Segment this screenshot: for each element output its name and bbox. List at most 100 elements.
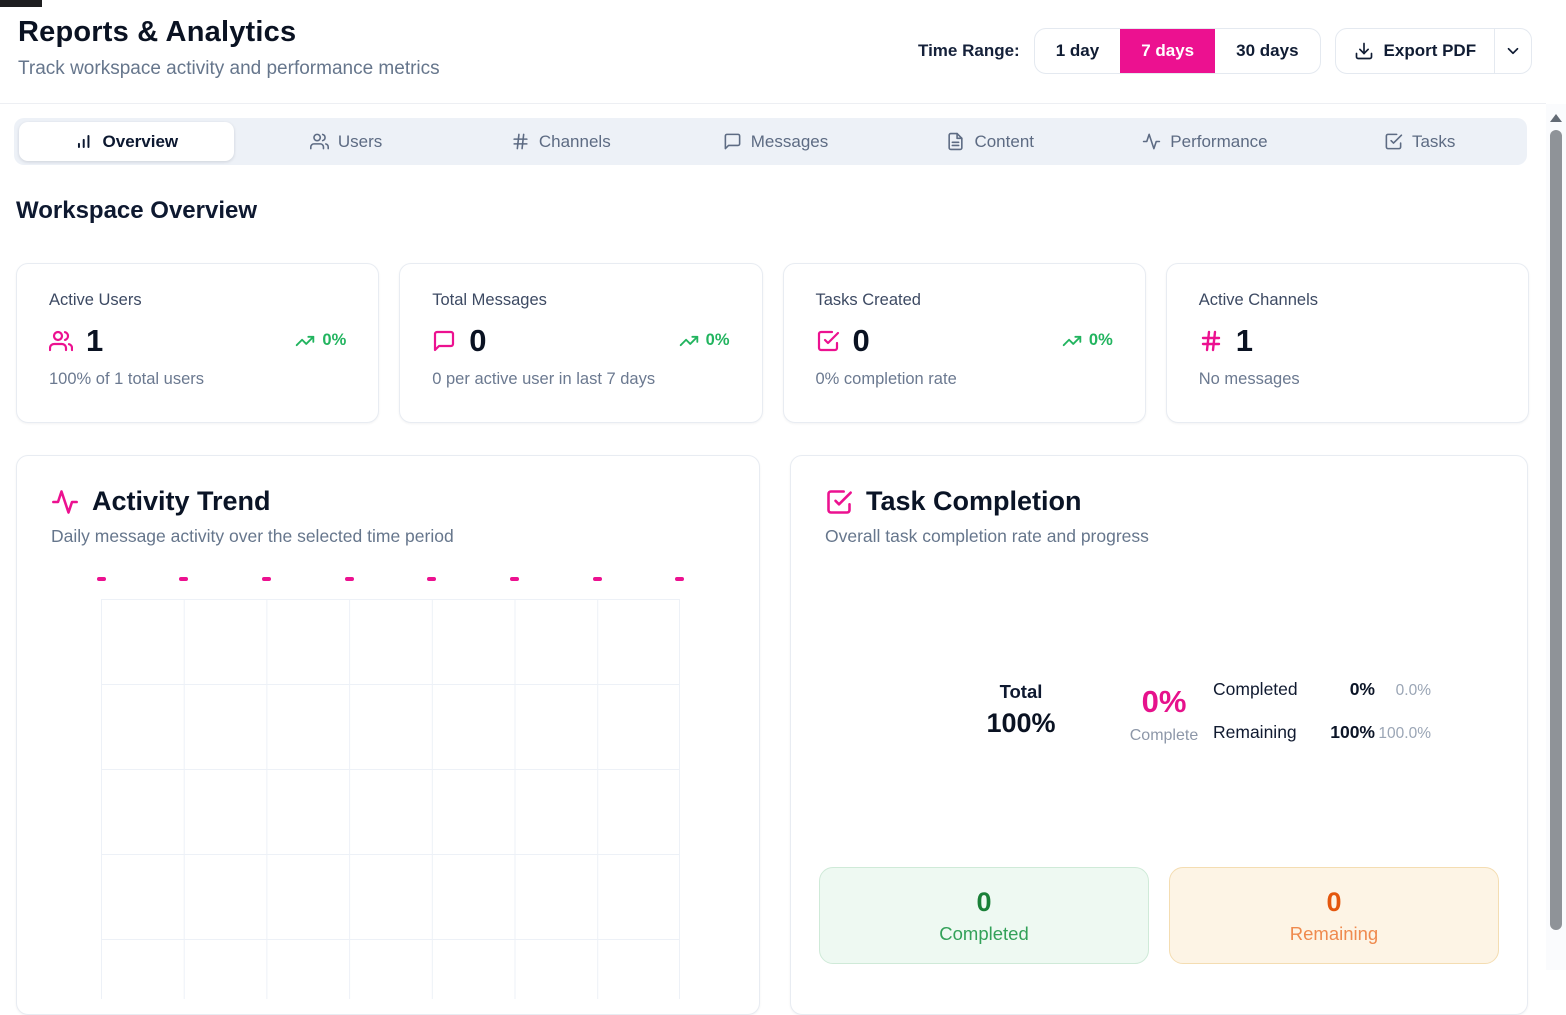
page-title: Reports & Analytics	[18, 16, 297, 48]
tab-label: Overview	[102, 131, 179, 151]
remaining-card: 0 Remaining	[1169, 867, 1499, 964]
legend-percent: 0.0%	[1395, 682, 1431, 699]
task-completion-panel: Task Completion Overall task completion …	[790, 455, 1528, 1015]
panel-title: Task Completion	[866, 486, 1082, 516]
panel-subtitle: Daily message activity over the selected…	[51, 526, 454, 546]
completed-card: 0 Completed	[819, 867, 1149, 964]
time-range-30days-button[interactable]: 30 days	[1215, 29, 1319, 73]
chart-gridlines	[101, 599, 680, 999]
users-icon	[309, 132, 329, 151]
users-icon	[49, 329, 73, 353]
tab-messages[interactable]: Messages	[668, 118, 883, 165]
tab-label: Performance	[1170, 131, 1268, 151]
activity-line-chart	[96, 577, 685, 999]
stat-subtitle: 0% completion rate	[815, 370, 957, 388]
export-pdf-button[interactable]: Export PDF	[1336, 29, 1495, 73]
completion-percent-value: 0%	[1141, 684, 1187, 719]
trending-up-icon	[1062, 331, 1082, 351]
page-subtitle: Track workspace activity and performance…	[18, 58, 440, 79]
panel-subtitle: Overall task completion rate and progres…	[825, 526, 1149, 546]
stat-label: Active Users	[49, 291, 142, 309]
tab-tasks[interactable]: Tasks	[1312, 118, 1527, 165]
export-dropdown-button[interactable]	[1495, 29, 1531, 73]
remaining-label: Remaining	[1289, 922, 1379, 944]
trending-up-icon	[679, 331, 699, 351]
panel-title: Activity Trend	[92, 486, 271, 516]
activity-data-point	[179, 577, 189, 581]
stat-subtitle: 100% of 1 total users	[49, 370, 205, 388]
activity-trend-panel: Activity Trend Daily message activity ov…	[16, 455, 760, 1015]
activity-data-point	[96, 577, 106, 581]
stat-trend-value: 0%	[705, 331, 730, 349]
check-square-icon	[816, 329, 840, 353]
stat-card-total-messages: Total Messages 0 0% 0 per active user in…	[399, 263, 763, 423]
stat-trend: 0%	[679, 331, 730, 351]
stat-subtitle: 0 per active user in last 7 days	[432, 370, 656, 388]
legend-row-completed: Completed 0% 0.0%	[1213, 679, 1431, 700]
stat-card-tasks-created: Tasks Created 0 0% 0% completion rate	[782, 263, 1146, 423]
section-title: Workspace Overview	[16, 197, 258, 224]
hash-icon	[511, 132, 530, 151]
check-square-icon	[825, 488, 853, 516]
tab-label: Messages	[750, 131, 829, 151]
download-icon	[1354, 41, 1374, 61]
total-value: 100%	[986, 708, 1056, 738]
time-range-label: Time Range:	[918, 41, 1020, 60]
time-range-group: 1 day 7 days 30 days	[1033, 28, 1321, 74]
tab-label: Tasks	[1411, 131, 1456, 151]
tab-overview[interactable]: Overview	[19, 122, 234, 161]
completed-label: Completed	[939, 922, 1029, 944]
hash-icon	[1199, 329, 1223, 353]
tab-content[interactable]: Content	[883, 118, 1098, 165]
total-label: Total	[999, 681, 1043, 702]
stat-card-active-users: Active Users 1 0% 100% of 1 total users	[16, 263, 380, 423]
scrollbar-up-arrow-icon[interactable]	[1550, 114, 1562, 122]
tab-performance[interactable]: Performance	[1098, 118, 1313, 165]
time-range-7days-button[interactable]: 7 days	[1120, 29, 1216, 73]
stat-value: 1	[1235, 323, 1253, 358]
file-icon	[946, 132, 965, 151]
header-controls: Time Range: 1 day 7 days 30 days Export …	[918, 27, 1533, 75]
tab-channels[interactable]: Channels	[453, 118, 668, 165]
stat-label: Total Messages	[432, 291, 547, 309]
bar-chart-icon	[75, 132, 94, 151]
activity-data-point	[427, 577, 437, 581]
stat-value: 0	[852, 323, 870, 358]
completion-percent-stat: 0% Complete	[1109, 684, 1219, 745]
remaining-count: 0	[1326, 886, 1342, 917]
stat-value: 1	[86, 323, 104, 358]
activity-icon	[51, 488, 79, 516]
completion-percent-label: Complete	[1129, 727, 1199, 744]
scrollbar-thumb[interactable]	[1550, 130, 1562, 930]
completed-count: 0	[976, 886, 992, 917]
top-left-strip	[0, 0, 42, 7]
stat-label: Active Channels	[1198, 291, 1318, 309]
tab-label: Users	[337, 131, 383, 151]
stat-trend: 0%	[295, 331, 346, 351]
report-tabs: Overview Users Channels Messages Content…	[14, 118, 1527, 165]
stat-trend: 0%	[1062, 331, 1113, 351]
activity-data-point	[344, 577, 354, 581]
stat-trend-value: 0%	[322, 331, 347, 349]
tab-label: Content	[974, 131, 1034, 151]
stat-cards-row: Active Users 1 0% 100% of 1 total users …	[16, 263, 1529, 423]
legend-row-remaining: Remaining 100% 100.0%	[1213, 722, 1431, 743]
tab-label: Channels	[538, 131, 611, 151]
legend-value: 100%	[1330, 722, 1375, 742]
message-icon	[723, 132, 742, 151]
export-pdf-label: Export PDF	[1383, 41, 1477, 60]
time-range-1day-button[interactable]: 1 day	[1035, 29, 1120, 73]
panels-row: Activity Trend Daily message activity ov…	[16, 455, 1528, 1015]
activity-data-point	[592, 577, 602, 581]
message-icon	[432, 329, 456, 353]
vertical-scrollbar	[1546, 104, 1566, 970]
tab-users[interactable]: Users	[239, 118, 454, 165]
total-stat: Total 100%	[951, 681, 1091, 739]
activity-icon	[1142, 132, 1161, 151]
completion-summary-cards: 0 Completed 0 Remaining	[819, 867, 1499, 964]
stat-value: 0	[469, 323, 487, 358]
chevron-down-icon	[1504, 42, 1522, 60]
legend-value: 0%	[1349, 679, 1375, 699]
activity-data-point	[261, 577, 271, 581]
